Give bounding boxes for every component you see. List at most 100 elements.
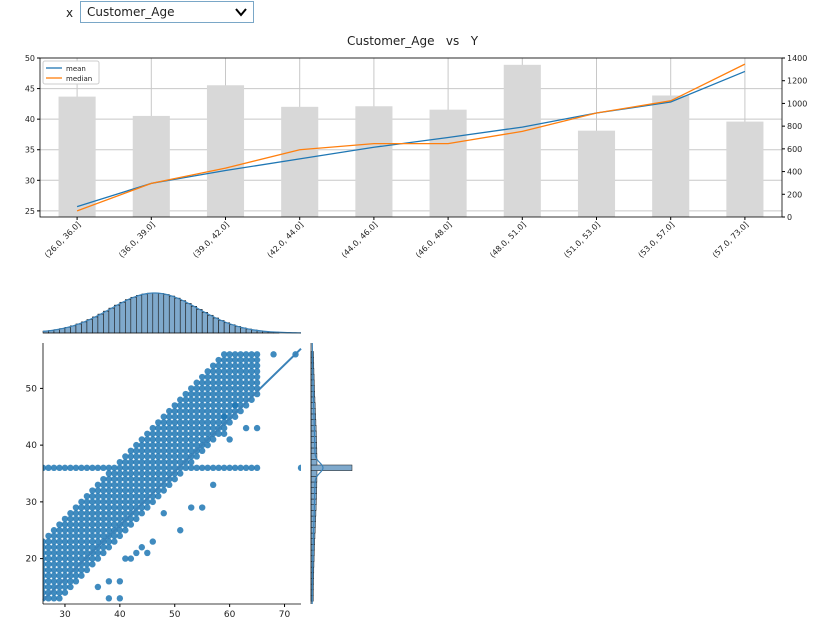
scatter-point <box>193 396 200 403</box>
scatter-point <box>253 464 261 472</box>
scatter-point <box>72 555 80 562</box>
scatter-point <box>105 515 113 523</box>
scatter-point <box>149 538 156 545</box>
scatter-point <box>78 572 85 579</box>
left-tick-label: 40 <box>25 115 35 124</box>
scatter-point <box>242 362 250 369</box>
scatter-point <box>231 356 239 364</box>
scatter-point <box>122 510 129 517</box>
scatter-point <box>144 430 151 437</box>
scatter-point <box>100 544 107 551</box>
scatter-point <box>248 379 255 386</box>
scatter-point <box>237 356 244 364</box>
scatter-point <box>160 430 167 437</box>
scatter-point <box>78 538 85 545</box>
scatter-point <box>198 504 206 511</box>
scatter-point <box>43 566 47 574</box>
scatter-point <box>133 515 140 523</box>
scatter-point <box>171 441 178 449</box>
scatter-point <box>171 453 178 460</box>
scatter-point <box>50 566 58 574</box>
scatter-point <box>231 407 239 415</box>
scatter-point <box>231 402 239 409</box>
scatter-point <box>193 453 200 460</box>
histogram-bar <box>310 425 317 432</box>
scatter-point <box>231 362 239 369</box>
scatter-point <box>56 521 63 528</box>
scatter-point <box>67 510 74 517</box>
histogram-bar <box>103 310 110 334</box>
scatter-point <box>160 470 167 477</box>
scatter-point <box>83 561 91 568</box>
scatter-point <box>116 532 124 540</box>
scatter-point <box>204 430 211 437</box>
scatter-point <box>56 532 63 540</box>
scatter-point <box>43 589 47 596</box>
histogram-bar <box>310 436 317 443</box>
scatter-point <box>144 481 151 489</box>
scatter-point <box>193 430 200 437</box>
scatter-point <box>72 464 80 472</box>
scatter-point <box>198 373 206 381</box>
scatter-point <box>83 510 91 517</box>
scatter-point <box>127 453 135 460</box>
scatter-point <box>83 566 91 574</box>
scatter-point <box>94 527 102 534</box>
scatter-point <box>166 424 173 432</box>
scatter-point <box>220 362 228 369</box>
scatter-point <box>270 351 277 358</box>
scatter-point <box>50 578 58 585</box>
scatter-point <box>171 424 178 432</box>
scatter-point <box>105 510 113 517</box>
scatter-point <box>193 390 200 398</box>
scatter-point <box>111 532 118 540</box>
scatter-point <box>61 538 69 545</box>
scatter-point <box>198 402 206 409</box>
scatter-point <box>43 544 47 551</box>
scatter-point <box>166 441 173 449</box>
scatter-point <box>242 351 250 358</box>
legend-label-mean: mean <box>66 65 86 73</box>
scatter-point <box>171 419 178 426</box>
scatter-point <box>149 430 156 437</box>
scatter-point <box>111 492 118 500</box>
scatter-point <box>78 566 85 574</box>
scatter-point <box>171 458 178 466</box>
scatter-point <box>215 413 222 420</box>
scatter-point <box>182 464 189 472</box>
scatter-point <box>166 436 173 443</box>
scatter-point <box>160 419 167 426</box>
scatter-point <box>149 424 156 432</box>
scatter-point <box>220 390 228 398</box>
left-tick-label: 35 <box>25 146 35 155</box>
scatter-point <box>220 368 228 375</box>
scatter-point <box>166 430 173 437</box>
scatter-point <box>105 527 113 534</box>
scatter-point <box>133 447 140 455</box>
scatter-point <box>193 385 200 392</box>
scatter-point <box>61 521 69 528</box>
scatter-point <box>138 544 146 551</box>
scatter-point <box>171 430 178 437</box>
scatter-point <box>253 356 261 364</box>
scatter-point <box>127 504 135 511</box>
scatter-point <box>209 481 217 489</box>
scatter-point <box>116 527 124 534</box>
count-bar <box>355 106 393 217</box>
legend: mean median <box>42 60 100 85</box>
histogram-bar <box>201 312 208 334</box>
histogram-bar <box>119 301 126 334</box>
scatter-point <box>89 544 96 551</box>
scatter-point <box>89 527 96 534</box>
scatter-point <box>193 464 200 472</box>
scatter-point <box>111 538 118 545</box>
scatter-point <box>50 555 58 562</box>
scatter-point <box>171 475 178 483</box>
scatter-point <box>188 413 195 420</box>
scatter-point <box>204 413 211 420</box>
count-bar <box>206 85 245 217</box>
scatter-point <box>127 492 135 500</box>
count-bar <box>58 96 96 217</box>
scatter-point <box>133 504 140 511</box>
x-variable-select[interactable]: Customer_Age <box>80 1 254 23</box>
